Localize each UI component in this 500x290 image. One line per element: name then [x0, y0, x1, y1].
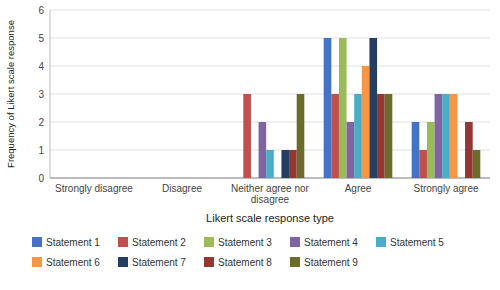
bar	[148, 178, 156, 179]
x-tick-label: Strongly agree	[413, 183, 478, 194]
legend-swatch	[376, 237, 386, 247]
bar	[266, 150, 274, 178]
bar	[274, 178, 282, 179]
chart: 0 1 2 3 4 5 6 Strongly disagree Disagree Neither …	[0, 0, 500, 290]
x-tick-label-line: Strongly disagree	[55, 183, 133, 194]
bar	[98, 178, 106, 179]
bar	[435, 94, 443, 178]
y-axis-title: Frequency of Likert scale response	[5, 20, 16, 168]
legend-swatch	[290, 257, 300, 267]
y-tick-label: 5	[38, 33, 44, 44]
legend-label: Statement 4	[304, 237, 358, 248]
legend-label: Statement 3	[218, 237, 272, 248]
bar	[442, 94, 450, 178]
bar	[339, 38, 347, 178]
bar	[186, 178, 194, 179]
bar	[201, 178, 209, 179]
bar	[243, 94, 251, 178]
legend-label: Statement 8	[218, 257, 272, 268]
legend-label: Statement 9	[304, 257, 358, 268]
x-tick-label: Neither agree nordisagree	[231, 183, 309, 205]
legend-swatch	[118, 237, 128, 247]
bar	[105, 178, 113, 179]
bar	[121, 178, 129, 179]
legend-label: Statement 2	[132, 237, 186, 248]
bar	[67, 178, 75, 179]
x-axis-title: Likert scale response type	[206, 212, 334, 224]
bar	[377, 94, 385, 178]
bar	[251, 178, 259, 179]
bar	[297, 94, 305, 178]
legend-swatch	[32, 257, 42, 267]
bar	[60, 178, 68, 179]
x-tick-label-line: Neither agree nor	[231, 183, 309, 194]
bar	[155, 178, 163, 179]
bars	[243, 38, 480, 178]
y-tick-label: 2	[38, 117, 44, 128]
legend-swatch	[118, 257, 128, 267]
legend-label: Statement 5	[390, 237, 444, 248]
x-tick-label-line: disagree	[251, 194, 290, 205]
y-tick-label: 1	[38, 145, 44, 156]
bar	[412, 122, 420, 178]
bar	[450, 94, 458, 178]
bar	[385, 94, 393, 178]
bar	[465, 122, 473, 178]
x-tick-label-line: Agree	[345, 183, 372, 194]
grid-line	[50, 94, 490, 95]
bar	[163, 178, 171, 179]
legend-swatch	[204, 257, 214, 267]
bar	[259, 122, 267, 178]
y-tick-label: 4	[38, 61, 44, 72]
y-tick-label: 6	[38, 5, 44, 16]
bar	[281, 150, 289, 178]
x-tick-label-line: Disagree	[162, 183, 202, 194]
bar	[90, 178, 98, 179]
bar	[289, 150, 297, 178]
legend-label: Statement 7	[132, 257, 186, 268]
bar	[419, 150, 427, 178]
bar	[354, 94, 362, 178]
grid-line	[50, 122, 490, 123]
bar	[113, 178, 121, 179]
x-tick-label: Agree	[345, 183, 372, 194]
bar	[362, 66, 370, 178]
legend-swatch	[32, 237, 42, 247]
bar	[347, 122, 355, 178]
x-tick-label: Disagree	[162, 183, 202, 194]
grid-line	[50, 66, 490, 67]
y-axis-line	[50, 10, 51, 178]
y-tick-label: 0	[38, 173, 44, 184]
bar	[83, 178, 91, 179]
x-tick-label: Strongly disagree	[55, 183, 133, 194]
legend: Statement 1 Statement 2 Statement 3 Stateme…	[32, 237, 444, 268]
bar	[369, 38, 377, 178]
bar	[236, 178, 244, 179]
bar	[473, 150, 481, 178]
grid	[50, 10, 490, 178]
legend-label: Statement 1	[46, 237, 100, 248]
grid-line	[50, 10, 490, 11]
y-tick-label: 3	[38, 89, 44, 100]
bar	[178, 178, 186, 179]
bar	[331, 94, 339, 178]
legend-swatch	[204, 237, 214, 247]
bar	[427, 122, 435, 178]
bar	[457, 178, 465, 179]
x-tick-label-line: Strongly agree	[413, 183, 478, 194]
bar	[75, 178, 83, 179]
bar	[209, 178, 217, 179]
legend-label: Statement 6	[46, 257, 100, 268]
bar	[193, 178, 201, 179]
legend-swatch	[290, 237, 300, 247]
bar	[324, 38, 332, 178]
bar	[171, 178, 179, 179]
grid-line	[50, 38, 490, 39]
